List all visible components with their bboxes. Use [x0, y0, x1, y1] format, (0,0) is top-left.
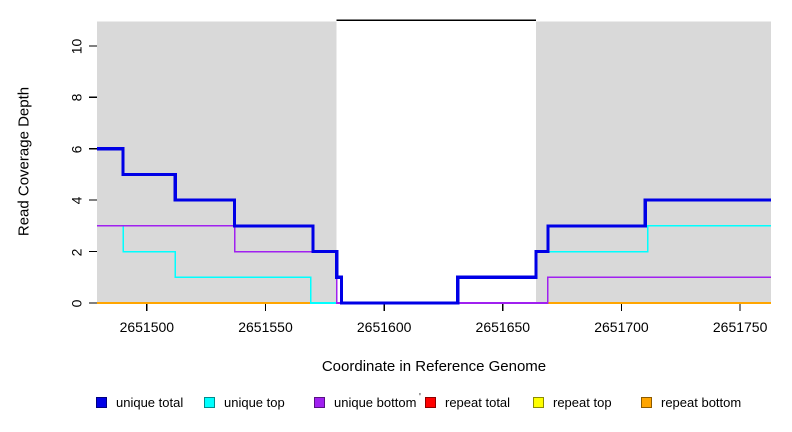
shaded-region-right — [536, 21, 771, 304]
x-axis-title: Coordinate in Reference Genome — [321, 358, 547, 375]
y-axis-title: Read Coverage Depth — [15, 86, 33, 237]
y-tick-label: 4 — [68, 196, 85, 205]
y-tick-label: 6 — [68, 145, 85, 154]
y-tick-label: 2 — [68, 248, 85, 256]
y-tick-label: 0 — [68, 299, 85, 308]
x-tick-label: 2651650 — [475, 319, 531, 335]
x-tick-label: 2651500 — [119, 319, 175, 335]
y-tick-label: 10 — [68, 38, 85, 55]
x-tick-label: 2651600 — [356, 319, 412, 335]
shaded-region-left — [97, 21, 337, 304]
x-tick-label: 2651550 — [238, 319, 293, 335]
series-unique-total — [97, 147, 771, 305]
y-tick-label: 8 — [68, 93, 85, 102]
x-tick-label: 2651700 — [594, 319, 649, 335]
x-tick-label: 2651750 — [712, 319, 768, 335]
stray-mark: ' — [419, 392, 421, 403]
